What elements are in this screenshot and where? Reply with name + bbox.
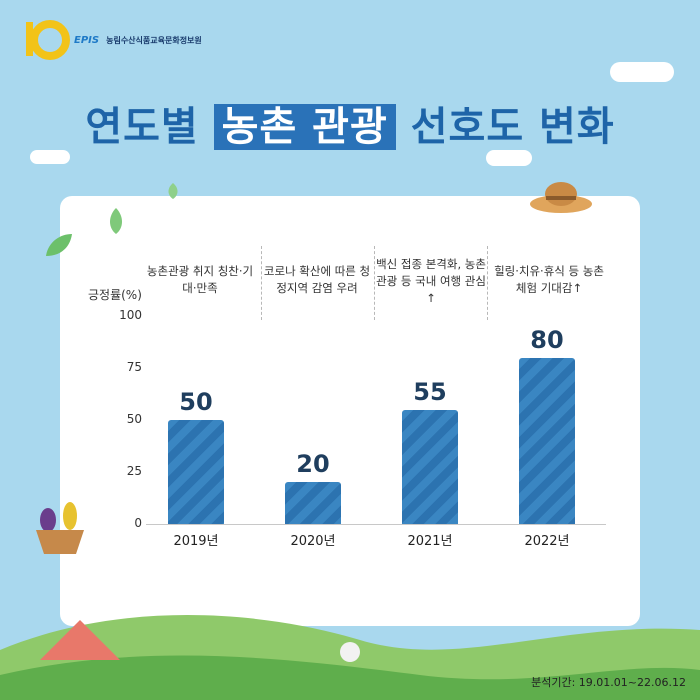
logo: EPIS 농림수산식품교육문화정보원 [22,16,202,64]
y-axis-label: 긍정률(%) [88,288,142,302]
bar-3 [519,357,575,524]
x-tick-label: 2019년 [173,534,219,549]
x-tick-label: 2020년 [290,534,336,549]
bar-1 [285,482,341,524]
divider [487,246,488,320]
note-2021: 백신 접종 본격화, 농촌 관광 등 국내 여행 관심↑ [376,257,486,305]
x-axis-baseline [146,524,606,525]
note-2022: 힐링·치유·휴식 등 농촌 체험 기대감↑ [494,264,604,295]
leaf-icon [110,208,122,234]
landscape-hills [0,615,700,700]
logo-org: 농림수산식품교육문화정보원 [106,35,202,45]
x-tick-label: 2022년 [524,534,570,549]
title-highlight: 농촌 관광 [213,104,396,150]
bar-value-label: 80 [530,325,564,354]
x-tick-label: 2021년 [407,534,453,549]
bar-value-label: 50 [179,388,213,416]
bar-0 [168,420,224,524]
bar-2 [402,409,458,524]
note-2020: 코로나 확산에 따른 청정지역 감염 우려 [263,264,371,295]
straw-hat-icon [530,182,592,213]
bar-value-label: 55 [413,377,447,406]
bar-value-label: 20 [296,450,330,479]
anniversary-logo-icon [22,16,70,64]
cloud [486,150,532,166]
note-2019: 농촌관광 취지 칭찬·기대·만족 [146,264,254,295]
leaf-icon [46,234,72,256]
divider [261,246,262,320]
title-post: 선호도 변화 [395,104,615,150]
cloud [30,150,70,164]
y-tick-label: 50 [126,412,142,426]
page-title: 연도별 농촌 관광 선호도 변화 [0,94,700,152]
title-pre: 연도별 [85,104,214,150]
y-tick-label: 25 [126,464,142,478]
y-tick-label: 75 [126,360,142,374]
leaf-icon [168,183,178,199]
y-tick-label: 0 [134,516,142,530]
vegetable-basket-icon [36,502,84,554]
y-tick-label: 100 [119,308,142,322]
cloud [610,62,674,82]
divider [374,246,375,320]
analysis-period: 분석기간: 19.01.01~22.06.12 [531,676,686,689]
logo-brand: EPIS [74,34,100,46]
